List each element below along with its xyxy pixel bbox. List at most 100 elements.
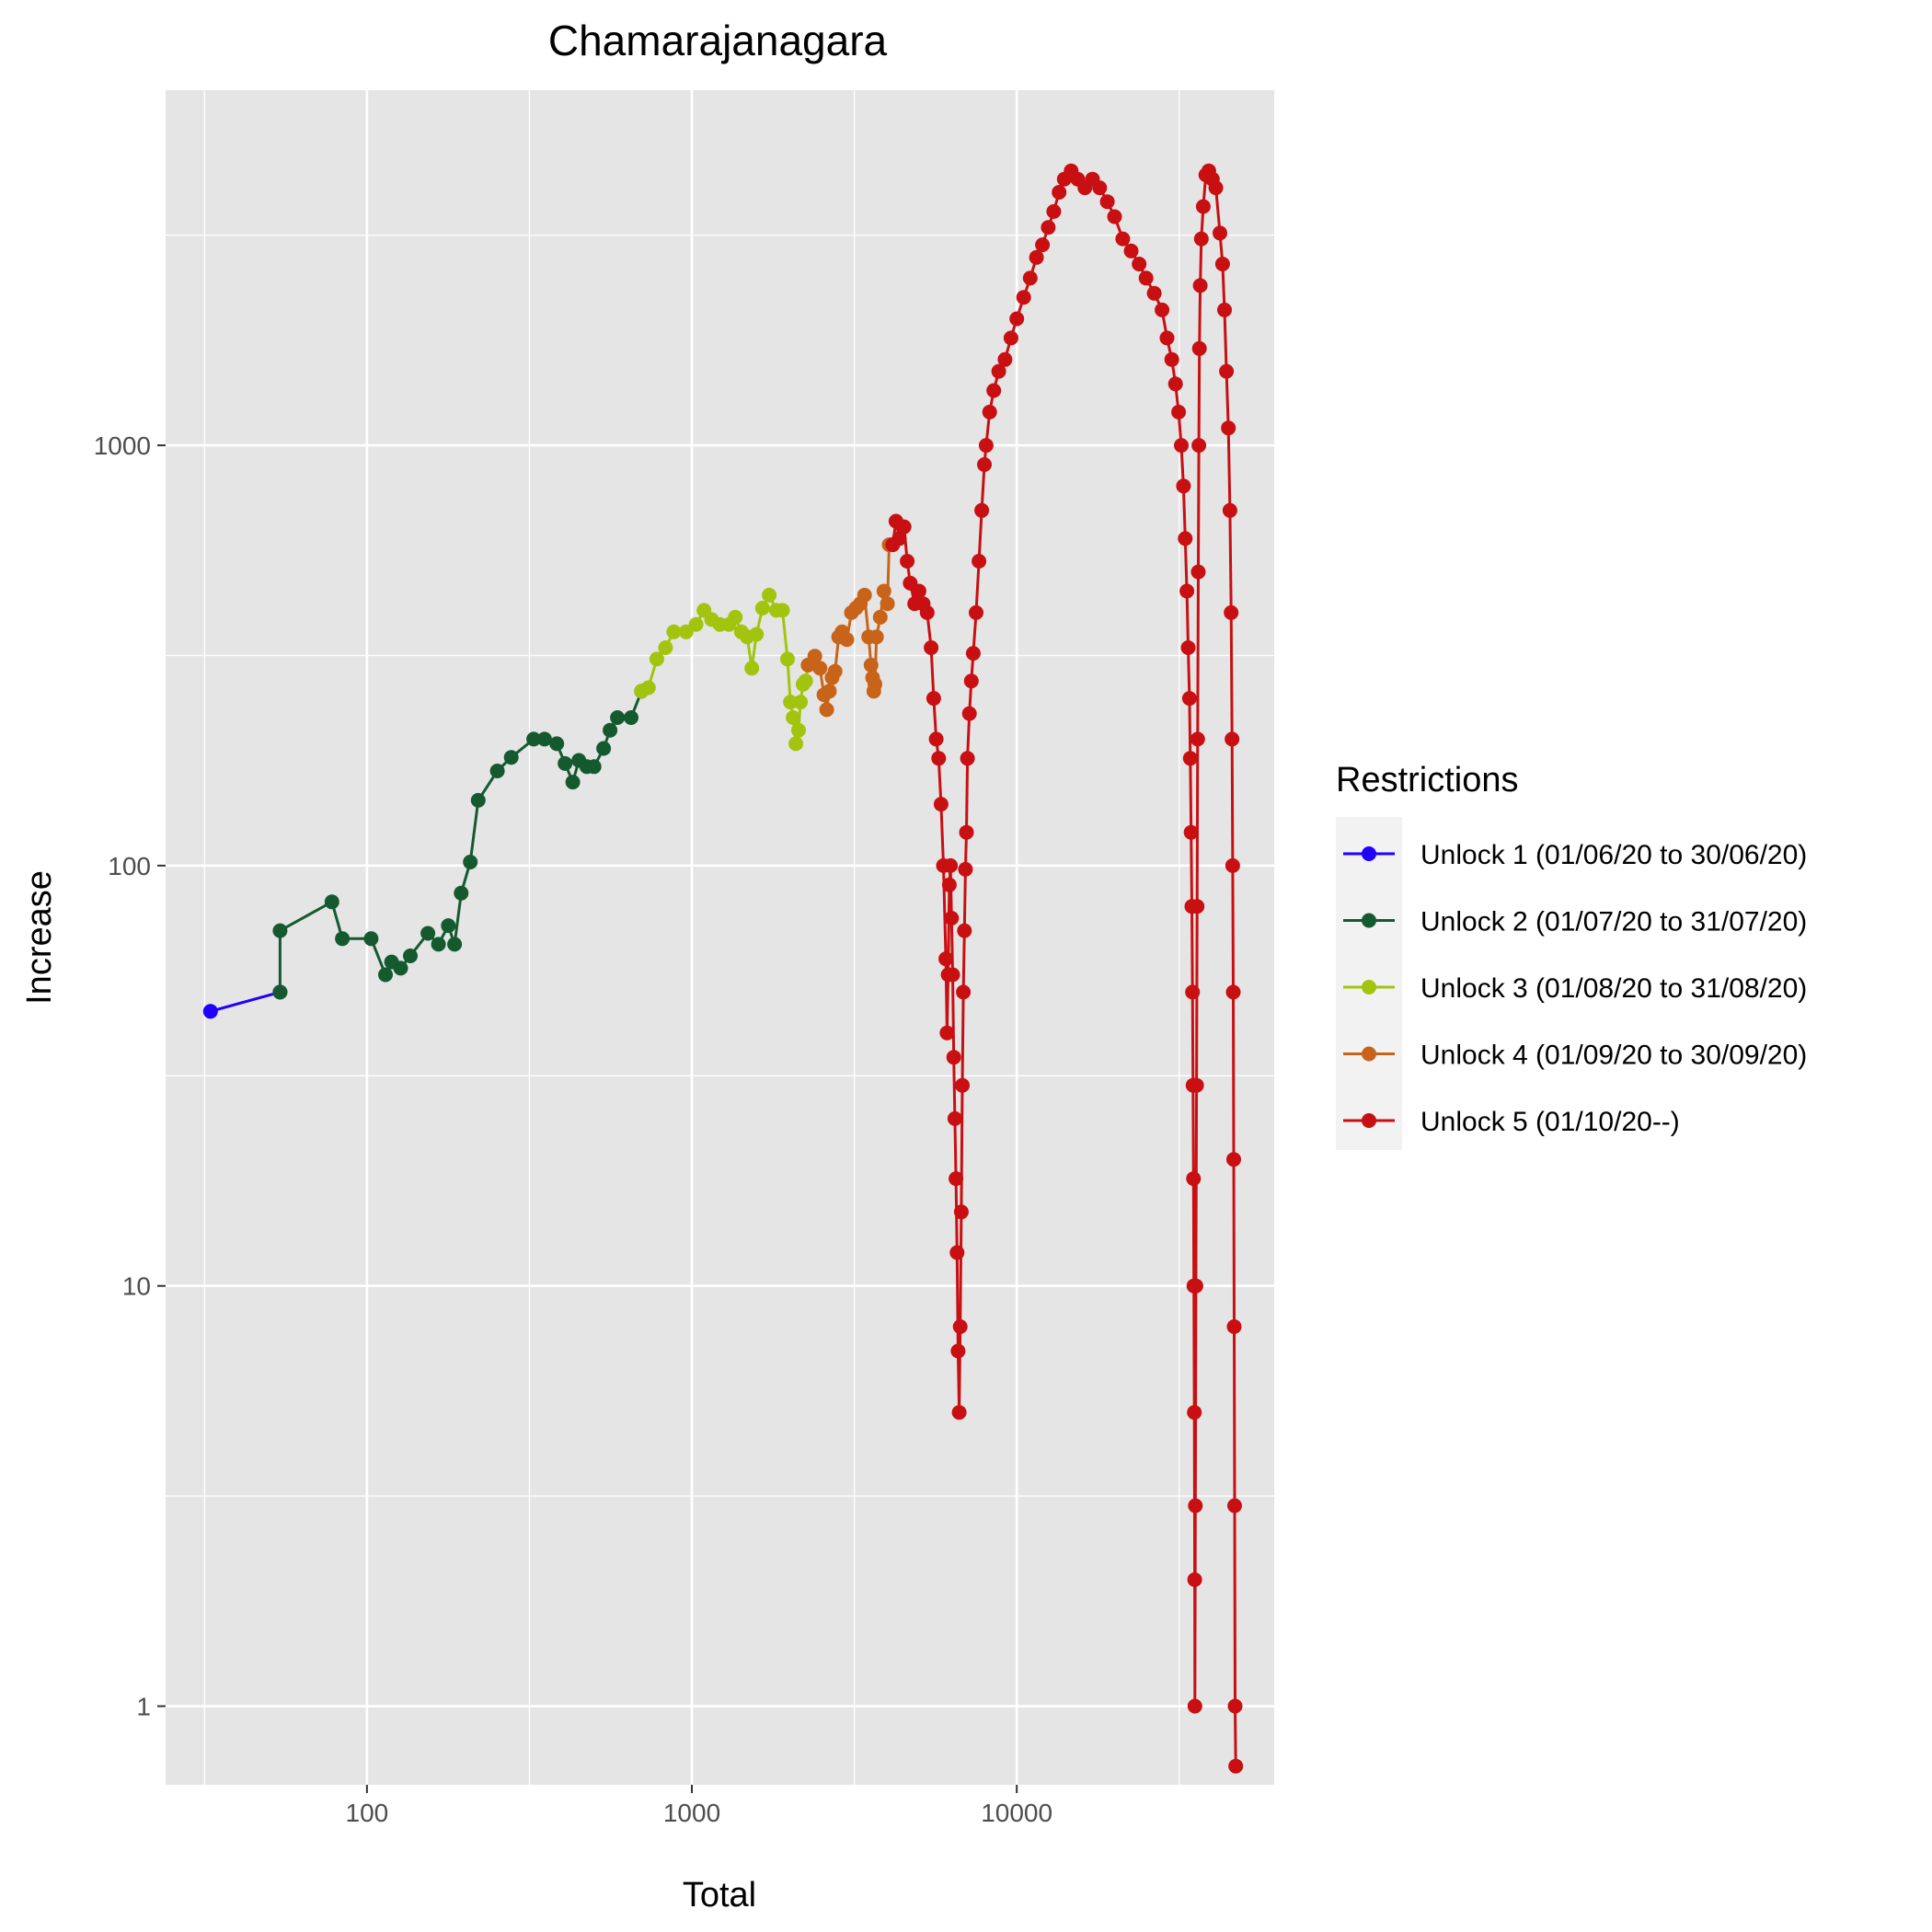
y-tick-label: 1000 <box>94 431 151 460</box>
legend-entry-unlock-4: Unlock 4 (01/09/20 to 30/09/20) <box>1343 1041 1807 1071</box>
data-point <box>596 741 612 756</box>
legend-key-point <box>1362 846 1376 861</box>
data-point <box>1180 640 1196 655</box>
data-point <box>393 960 408 976</box>
data-point <box>775 603 790 618</box>
series-unlock-4 <box>800 537 901 718</box>
y-axis: 1 10 100 1000 <box>94 431 166 1721</box>
series-unlock-3 <box>634 587 816 752</box>
data-point <box>1186 1171 1202 1187</box>
data-point <box>1193 231 1209 247</box>
data-point <box>880 596 895 612</box>
data-point <box>963 673 979 689</box>
data-point <box>1187 1698 1202 1714</box>
legend-label: Unlock 1 (01/06/20 to 30/06/20) <box>1420 840 1807 870</box>
data-point <box>798 673 813 689</box>
data-point <box>463 855 478 869</box>
data-point <box>324 894 339 910</box>
data-point <box>955 1077 970 1093</box>
data-point <box>1046 203 1062 219</box>
data-point <box>952 1319 968 1334</box>
data-point <box>1219 363 1235 379</box>
data-point <box>1176 478 1191 494</box>
data-point <box>420 926 436 941</box>
legend-key-point <box>1362 1113 1376 1128</box>
data-point <box>403 949 418 963</box>
data-point <box>977 457 992 472</box>
data-point <box>876 583 891 599</box>
data-point <box>1022 270 1038 286</box>
x-tick-label: 1000 <box>663 1799 720 1827</box>
data-point <box>1132 257 1147 271</box>
data-point <box>947 1110 962 1126</box>
data-point <box>957 923 972 938</box>
data-point <box>1208 180 1224 196</box>
data-point <box>938 951 954 967</box>
data-point <box>926 691 941 707</box>
data-point <box>783 695 799 710</box>
y-tick-label: 10 <box>122 1272 151 1301</box>
data-point <box>666 624 682 639</box>
data-point <box>1146 285 1162 301</box>
data-point <box>956 984 972 1000</box>
series-unlock-5 <box>885 163 1244 1774</box>
legend: Restrictions Unlock 1 (01/06/20 to 30/06… <box>1336 761 1807 1150</box>
data-point <box>1213 225 1227 241</box>
data-point <box>1123 243 1139 259</box>
data-point <box>911 583 926 599</box>
data-point <box>949 1245 965 1260</box>
data-point <box>997 351 1013 367</box>
y-tick-label: 100 <box>108 852 151 880</box>
legend-label: Unlock 3 (01/08/20 to 31/08/20) <box>1420 973 1807 1004</box>
data-point <box>762 587 777 603</box>
data-point <box>972 554 987 569</box>
data-point <box>965 646 981 661</box>
legend-entry-unlock-2: Unlock 2 (01/07/20 to 31/07/20) <box>1343 907 1807 937</box>
y-tick-label: 1 <box>136 1693 151 1721</box>
data-point <box>1225 984 1241 1000</box>
data-point <box>807 649 822 664</box>
data-point <box>1192 278 1208 293</box>
data-point <box>1190 899 1205 914</box>
data-point <box>960 751 975 766</box>
data-point <box>919 604 935 620</box>
y-axis-title: Increase <box>20 870 59 1005</box>
data-point <box>1224 604 1239 620</box>
data-point <box>558 755 573 771</box>
data-point <box>1155 302 1170 317</box>
data-point <box>900 554 915 569</box>
data-point <box>1181 691 1197 707</box>
data-point <box>363 931 379 947</box>
x-tick-label: 10000 <box>981 1799 1052 1827</box>
series-line <box>210 990 281 1013</box>
data-point <box>1052 185 1067 200</box>
data-point <box>1195 199 1211 214</box>
data-point <box>1182 751 1198 766</box>
data-point <box>1029 249 1044 265</box>
x-tick-label: 100 <box>346 1799 389 1827</box>
data-point <box>1189 1077 1204 1093</box>
data-point <box>1107 209 1122 224</box>
data-point <box>959 824 974 840</box>
data-point <box>1035 237 1051 253</box>
data-point <box>1092 180 1108 196</box>
data-point <box>786 710 801 725</box>
data-point <box>1115 231 1131 247</box>
data-point <box>549 736 565 752</box>
series-unlock-2 <box>272 684 650 1000</box>
data-point <box>958 861 973 877</box>
data-point <box>649 651 664 667</box>
data-point <box>780 651 795 667</box>
data-point <box>791 722 806 738</box>
data-point <box>1183 824 1199 840</box>
data-point <box>868 629 884 645</box>
data-point <box>624 710 638 725</box>
data-point <box>1179 583 1195 599</box>
data-point <box>1041 220 1056 236</box>
data-point <box>1099 194 1115 210</box>
legend-key-point <box>1362 980 1376 995</box>
data-point <box>728 609 743 625</box>
data-point <box>891 531 907 546</box>
data-point <box>822 684 837 699</box>
legend-entry-unlock-3: Unlock 3 (01/08/20 to 31/08/20) <box>1343 973 1807 1004</box>
